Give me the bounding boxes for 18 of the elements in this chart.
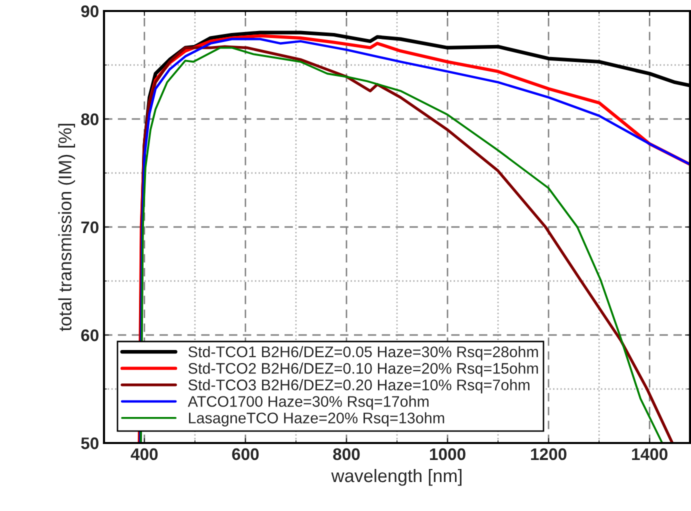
- y-tick-label: 50: [81, 437, 98, 450]
- y-axis-title: total transmission (IM) [%]: [58, 124, 76, 332]
- legend-label: Std-TCO1 B2H6/DEZ=0.05 Haze=30% Rsq=28ohm: [188, 346, 538, 360]
- legend-label: Std-TCO3 B2H6/DEZ=0.20 Haze=10% Rsq=7ohm: [188, 379, 530, 394]
- legend-label: LasagneTCO Haze=20% Rsq=13ohm: [189, 412, 444, 426]
- x-tick-label: 400: [130, 448, 158, 460]
- x-tick-label: 800: [333, 448, 360, 460]
- x-tick-label: 1000: [430, 448, 466, 460]
- y-tick-label: 90: [81, 5, 98, 18]
- legend-label: ATCO1700 Haze=30% Rsq=17ohm: [188, 396, 429, 410]
- x-axis-title: wavelength [nm]: [331, 468, 462, 486]
- y-tick-label: 60: [81, 329, 98, 342]
- x-tick-label: 600: [232, 448, 259, 460]
- legend-label: Std-TCO2 B2H6/DEZ=0.10 Haze=20% Rsq=15ohm: [188, 362, 538, 377]
- x-tick-label: 1400: [632, 448, 668, 460]
- y-tick-label: 70: [81, 221, 98, 234]
- x-tick-label: 1200: [531, 448, 566, 460]
- y-tick-label: 80: [81, 113, 98, 126]
